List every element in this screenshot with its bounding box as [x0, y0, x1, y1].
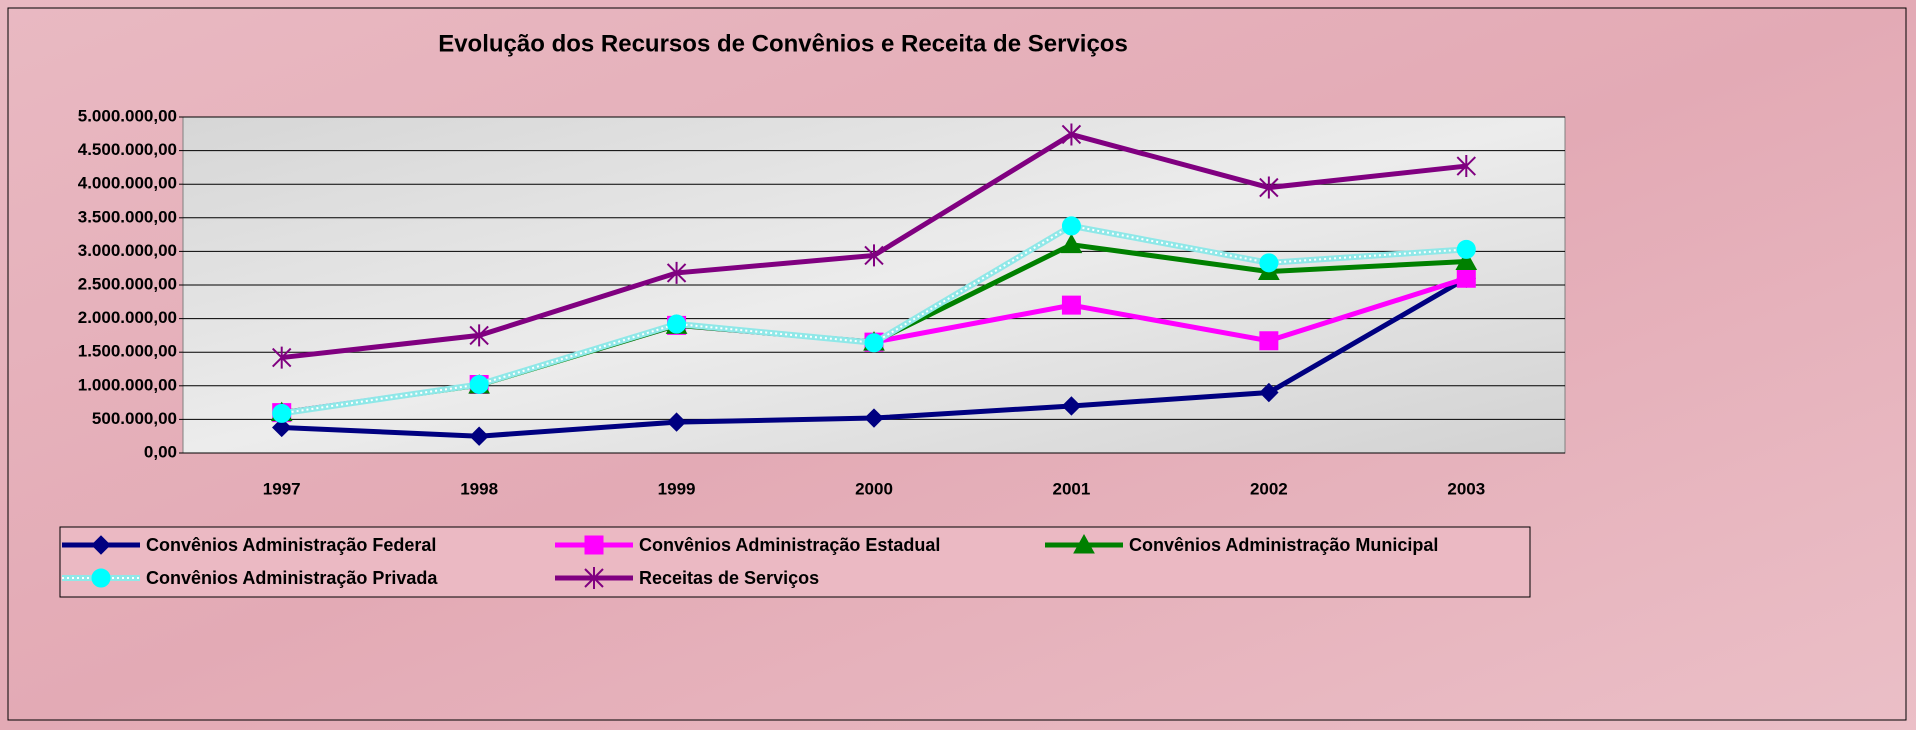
- data-point: [1061, 295, 1081, 315]
- y-tick-label: 500.000,00: [92, 409, 177, 428]
- data-point: [864, 333, 884, 353]
- x-tick-label: 2003: [1447, 479, 1485, 498]
- data-point: [1061, 396, 1082, 416]
- y-tick-label: 4.000.000,00: [78, 174, 177, 193]
- x-tick-label: 2002: [1250, 479, 1288, 498]
- y-tick-label: 4.500.000,00: [78, 140, 177, 159]
- legend-label: Convênios Administração Municipal: [1129, 535, 1438, 555]
- legend-label: Receitas de Serviços: [639, 568, 819, 588]
- legend-marker: [1073, 533, 1095, 554]
- x-tick-label: 2000: [855, 479, 893, 498]
- data-point: [1060, 233, 1083, 254]
- y-tick-label: 5.000.000,00: [78, 106, 177, 125]
- data-point: [1259, 331, 1279, 351]
- y-tick-label: 2.000.000,00: [78, 308, 177, 327]
- legend-marker: [584, 567, 604, 589]
- data-point: [272, 403, 292, 423]
- legend-label: Convênios Administração Privada: [146, 568, 438, 588]
- data-point: [864, 244, 884, 267]
- data-point: [667, 314, 687, 334]
- x-tick-label: 1998: [460, 479, 498, 498]
- data-point: [469, 324, 489, 347]
- legend-label: Convênios Administração Estadual: [639, 535, 940, 555]
- data-point: [1259, 382, 1279, 403]
- data-point: [1061, 123, 1082, 146]
- y-tick-label: 3.000.000,00: [78, 241, 177, 260]
- y-tick-label: 3.500.000,00: [78, 207, 177, 226]
- chart-title: Evolução dos Recursos de Convênios e Rec…: [438, 30, 1128, 57]
- data-point: [1456, 155, 1476, 178]
- y-tick-label: 1.500.000,00: [78, 342, 177, 361]
- y-tick-label: 2.500.000,00: [78, 274, 177, 293]
- legend-label: Convênios Administração Federal: [146, 535, 436, 555]
- data-point: [272, 346, 292, 369]
- data-point: [1455, 250, 1478, 270]
- x-tick-label: 2001: [1053, 479, 1091, 498]
- data-point: [1456, 268, 1476, 288]
- data-point: [666, 412, 687, 432]
- x-tick-label: 1999: [658, 479, 696, 498]
- legend-box: [59, 526, 1531, 598]
- y-tick-label: 1.000.000,00: [78, 375, 177, 394]
- data-point: [666, 261, 687, 284]
- data-point: [1456, 239, 1476, 259]
- data-point: [469, 426, 489, 446]
- data-point: [272, 417, 292, 438]
- y-tick-label: 0,00: [144, 442, 177, 461]
- data-point: [864, 408, 884, 428]
- data-point: [1259, 176, 1279, 199]
- legend-marker: [91, 535, 111, 555]
- data-point: [1061, 216, 1081, 236]
- x-tick-label: 1997: [263, 479, 301, 498]
- data-point: [1259, 253, 1279, 273]
- chart-border: [7, 7, 1907, 721]
- legend-marker: [584, 535, 604, 555]
- data-point: [469, 374, 489, 394]
- legend-marker: [91, 568, 111, 588]
